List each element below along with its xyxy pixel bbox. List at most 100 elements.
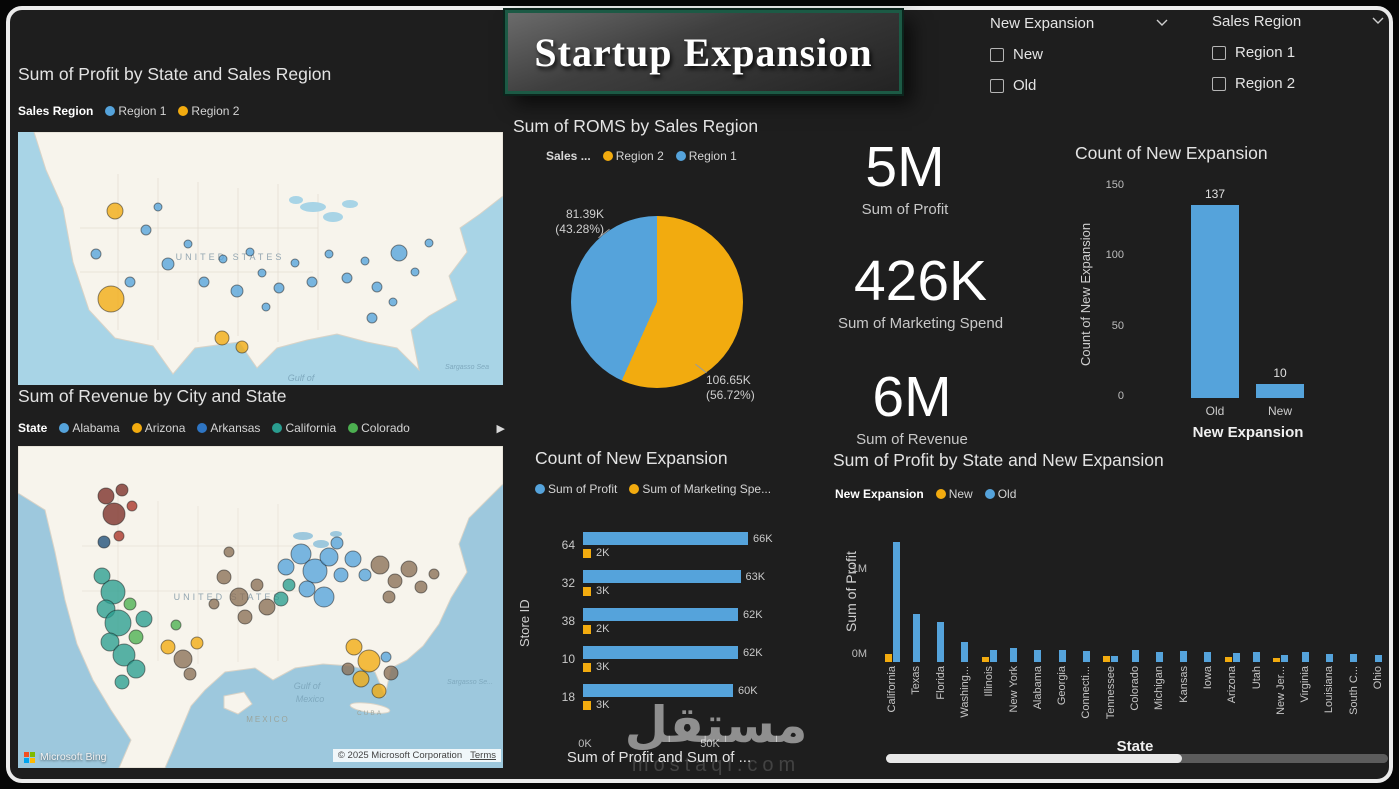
- old-bar[interactable]: [1082, 651, 1090, 662]
- old-bar[interactable]: [1155, 652, 1163, 662]
- old-bar[interactable]: [989, 650, 997, 662]
- old-bar[interactable]: [912, 614, 920, 662]
- profit-bar[interactable]: [583, 646, 738, 659]
- old-bar[interactable]: [1232, 653, 1240, 662]
- map-bubble[interactable]: [123, 597, 137, 611]
- legend-item-old[interactable]: Old: [984, 487, 1016, 501]
- state-group-california[interactable]: [880, 542, 904, 662]
- map-bubble[interactable]: [216, 569, 232, 585]
- old-bar[interactable]: [1281, 655, 1289, 662]
- profit-bar[interactable]: [583, 608, 738, 621]
- legend-scroll-arrow-icon[interactable]: ▶: [496, 422, 505, 435]
- map-bubble[interactable]: [358, 568, 372, 582]
- map-bubble[interactable]: [104, 609, 132, 637]
- legend-item-region-1[interactable]: Region 1: [675, 149, 737, 163]
- map-bubble[interactable]: [93, 567, 111, 585]
- map-bubble[interactable]: [345, 638, 363, 656]
- map-bubble[interactable]: [302, 558, 328, 584]
- expansion-count-chart[interactable]: Count of New Expansion 150 100 50 0 137 1…: [1078, 172, 1390, 442]
- map-bubble[interactable]: [135, 610, 153, 628]
- state-group-iowa[interactable]: [1196, 652, 1220, 662]
- map-bubble[interactable]: [324, 249, 334, 259]
- map-bubble[interactable]: [428, 568, 440, 580]
- map-bubble[interactable]: [341, 272, 353, 284]
- map-bubble[interactable]: [273, 282, 285, 294]
- map-bubble[interactable]: [352, 670, 370, 688]
- slicer-new-expansion-header[interactable]: New Expansion: [990, 12, 1168, 34]
- map-bubble[interactable]: [257, 268, 267, 278]
- map-bubble[interactable]: [230, 284, 244, 298]
- map-bubble[interactable]: [124, 276, 136, 288]
- profit-map[interactable]: UNITED STATES Gulf of Sargasso Sea: [18, 131, 504, 385]
- map-bubble[interactable]: [183, 667, 197, 681]
- map-bubble[interactable]: [112, 643, 136, 667]
- state-group-ohio[interactable]: [1366, 655, 1390, 662]
- state-group-new-york[interactable]: [1002, 648, 1026, 662]
- map-bubble[interactable]: [383, 665, 399, 681]
- state-group-south-c-[interactable]: [1342, 654, 1366, 662]
- horizontal-scrollbar[interactable]: [886, 754, 1388, 763]
- old-bar[interactable]: [961, 642, 969, 662]
- new-bar[interactable]: [981, 657, 989, 662]
- map-bubble[interactable]: [390, 244, 408, 262]
- map-bubble[interactable]: [313, 586, 335, 608]
- map-bubble[interactable]: [360, 256, 370, 266]
- map-bubble[interactable]: [382, 590, 396, 604]
- map-bubble[interactable]: [277, 558, 295, 576]
- store-bars-chart[interactable]: Store ID 64 66K 2K 32 63K 3K 38 62K 2K 10 62K 3K 18 6…: [513, 503, 805, 753]
- map-bubble[interactable]: [160, 639, 176, 655]
- map-bubble[interactable]: [113, 530, 125, 542]
- marketing-bar[interactable]: [583, 662, 591, 672]
- map-bubble[interactable]: [380, 651, 392, 663]
- slicer-option-region-1[interactable]: Region 1: [1212, 42, 1384, 63]
- old-bar[interactable]: [1301, 652, 1309, 662]
- scrollbar-thumb[interactable]: [886, 754, 1182, 763]
- state-group-georgia[interactable]: [1050, 650, 1074, 662]
- old-bar[interactable]: [1058, 650, 1066, 662]
- state-group-tennessee[interactable]: [1099, 656, 1123, 662]
- state-group-utah[interactable]: [1245, 652, 1269, 662]
- map-bubble[interactable]: [153, 202, 163, 212]
- state-group-new-jer-[interactable]: [1269, 655, 1293, 662]
- legend-item-sum-of-profit[interactable]: Sum of Profit: [535, 482, 617, 496]
- marketing-bar[interactable]: [583, 548, 591, 558]
- map-bubble[interactable]: [114, 674, 130, 690]
- map-bubble[interactable]: [173, 649, 193, 669]
- map-bubble[interactable]: [170, 619, 182, 631]
- state-profit-chart[interactable]: Sum of Profit 1M 0M California Texas Flori…: [833, 502, 1390, 755]
- state-group-connecti-[interactable]: [1074, 651, 1098, 662]
- state-group-illinois[interactable]: [977, 650, 1001, 662]
- state-group-washing-[interactable]: [953, 642, 977, 662]
- map-bubble[interactable]: [357, 649, 381, 673]
- old-bar[interactable]: [1374, 655, 1382, 662]
- terms-link[interactable]: Terms: [470, 750, 496, 761]
- map-bubble[interactable]: [341, 662, 355, 676]
- map-bubble[interactable]: [333, 567, 349, 583]
- state-group-kansas[interactable]: [1172, 651, 1196, 662]
- map-bubble[interactable]: [161, 257, 175, 271]
- roms-pie[interactable]: [571, 216, 743, 388]
- map-bubble[interactable]: [250, 578, 264, 592]
- old-bar[interactable]: [1350, 654, 1358, 662]
- checkbox[interactable]: [1212, 45, 1226, 60]
- state-group-louisiana[interactable]: [1317, 654, 1341, 662]
- slicer-option-new[interactable]: New: [990, 44, 1168, 65]
- old-bar[interactable]: [1204, 652, 1212, 662]
- marketing-bar[interactable]: [583, 700, 591, 710]
- map-bubble[interactable]: [235, 340, 249, 354]
- map-bubble[interactable]: [208, 598, 220, 610]
- old-bar[interactable]: [1253, 652, 1260, 662]
- map-bubble[interactable]: [424, 238, 434, 248]
- state-group-michigan[interactable]: [1147, 652, 1171, 662]
- state-group-virginia[interactable]: [1293, 652, 1317, 662]
- slicer-option-region-2[interactable]: Region 2: [1212, 73, 1384, 94]
- map-bubble[interactable]: [102, 502, 126, 526]
- map-bubble[interactable]: [190, 636, 204, 650]
- profit-bar[interactable]: [583, 570, 741, 583]
- new-bar[interactable]: [1224, 657, 1232, 662]
- state-group-alabama[interactable]: [1026, 650, 1050, 662]
- map-bubble[interactable]: [330, 536, 344, 550]
- map-bubble[interactable]: [258, 598, 276, 616]
- map-bubble[interactable]: [115, 483, 129, 497]
- map-bubble[interactable]: [306, 276, 318, 288]
